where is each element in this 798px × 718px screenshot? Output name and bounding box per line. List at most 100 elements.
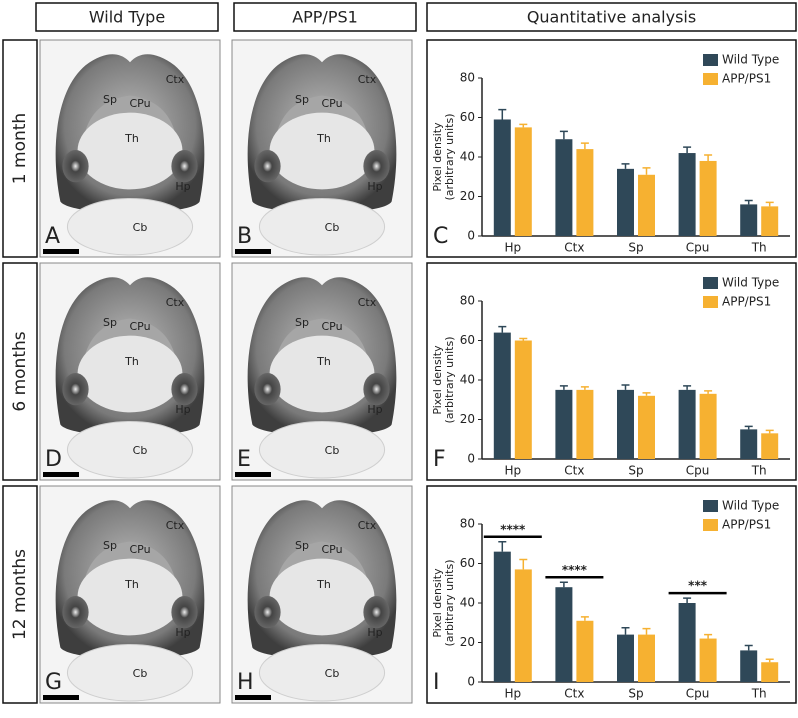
region-label: Hp [175,180,190,193]
y-tick-label: 40 [460,373,475,387]
bar [678,153,696,236]
legend-label: Wild Type [722,53,779,67]
bar [555,389,573,459]
bar [493,119,511,236]
error-bar [765,201,774,207]
column-header-box [426,2,797,32]
chart-panel [426,485,797,704]
brain-section [40,40,220,257]
error-bar [642,167,651,175]
region-label: Th [124,578,139,591]
region-label: Ctx [166,296,185,309]
region-label: Sp [103,539,117,552]
x-tick-label: Hp [504,687,521,701]
brain-image: Ctx Sp CPu Th Hp Cb B [231,39,413,258]
error-bar [765,429,774,434]
legend-swatch [703,296,718,308]
error-bar [744,425,753,430]
x-tick-label: Th [751,464,767,478]
scale-bar [235,472,271,477]
bar [555,139,573,236]
chart-panel [426,39,797,258]
row-label: 1 month [10,113,30,184]
region-label: Cb [325,221,340,234]
bar [638,174,655,236]
y-tick-label: 0 [467,229,475,243]
y-tick-label: 80 [460,294,475,308]
region-label: CPu [129,97,150,110]
legend-label: APP/PS1 [722,518,771,532]
region-label: CPu [129,320,150,333]
error-bar [580,386,589,390]
bar [699,638,717,682]
y-axis-label: Pixel density [431,345,444,415]
bar [699,393,717,459]
scale-bar [43,472,79,477]
region-label: Ctx [166,519,185,532]
error-bar [683,597,692,603]
image-border [39,485,221,704]
error-bar [704,154,713,161]
error-bar [519,558,528,570]
y-tick-label: 0 [467,675,475,689]
significance-label: **** [562,563,588,577]
region-label: Hp [175,403,190,416]
bar [576,389,594,459]
x-tick-label: Sp [628,464,643,478]
bar [761,433,779,459]
bar [617,634,634,682]
bar [555,587,573,682]
region-label: Sp [295,539,309,552]
image-border [231,39,413,258]
error-bar [704,633,713,639]
brain-image: Ctx Sp CPu Th Hp Cb A [39,39,221,258]
x-tick-label: Cpu [686,687,710,701]
region-label: Ctx [358,73,377,86]
x-tick-label: Cpu [686,241,710,255]
bar [617,168,634,236]
y-axis-label: (arbitrary units) [443,336,456,423]
x-tick-label: Sp [628,687,643,701]
region-label: Th [316,355,331,368]
row-label-box [2,39,38,258]
region-label: CPu [129,543,150,556]
significance-label: *** [688,579,708,593]
legend-label: APP/PS1 [722,295,771,309]
column-header: Quantitative analysis [527,8,696,27]
column-header: Wild Type [89,8,165,27]
error-bar [498,325,507,333]
region-label: Hp [175,626,190,639]
error-bar [559,130,568,140]
legend-label: APP/PS1 [722,72,771,86]
error-bar [580,142,589,150]
region-label: Hp [367,180,382,193]
scale-bar [43,695,79,700]
panel-letter: D [45,447,62,472]
error-bar [704,390,713,394]
error-bar [744,644,753,651]
bar [638,395,655,459]
row-label-box [2,485,38,704]
panel-letter: I [433,670,440,695]
x-tick-label: Ctx [564,241,584,255]
image-border [39,262,221,481]
error-bar [519,123,528,128]
region-label: Th [316,132,331,145]
brain-section [232,40,412,257]
y-tick-label: 20 [460,189,475,203]
y-tick-label: 80 [460,517,475,531]
row-label: 12 months [10,549,30,640]
bar [740,650,758,682]
bar [576,149,594,236]
region-label: Hp [367,626,382,639]
image-border [39,39,221,258]
y-axis-label: (arbitrary units) [443,113,456,200]
y-axis-label: (arbitrary units) [443,559,456,646]
brain-section [40,263,220,480]
region-label: Cb [325,444,340,457]
bar [514,569,532,682]
error-bar [519,337,528,341]
bar [761,662,779,682]
bar [678,389,696,459]
